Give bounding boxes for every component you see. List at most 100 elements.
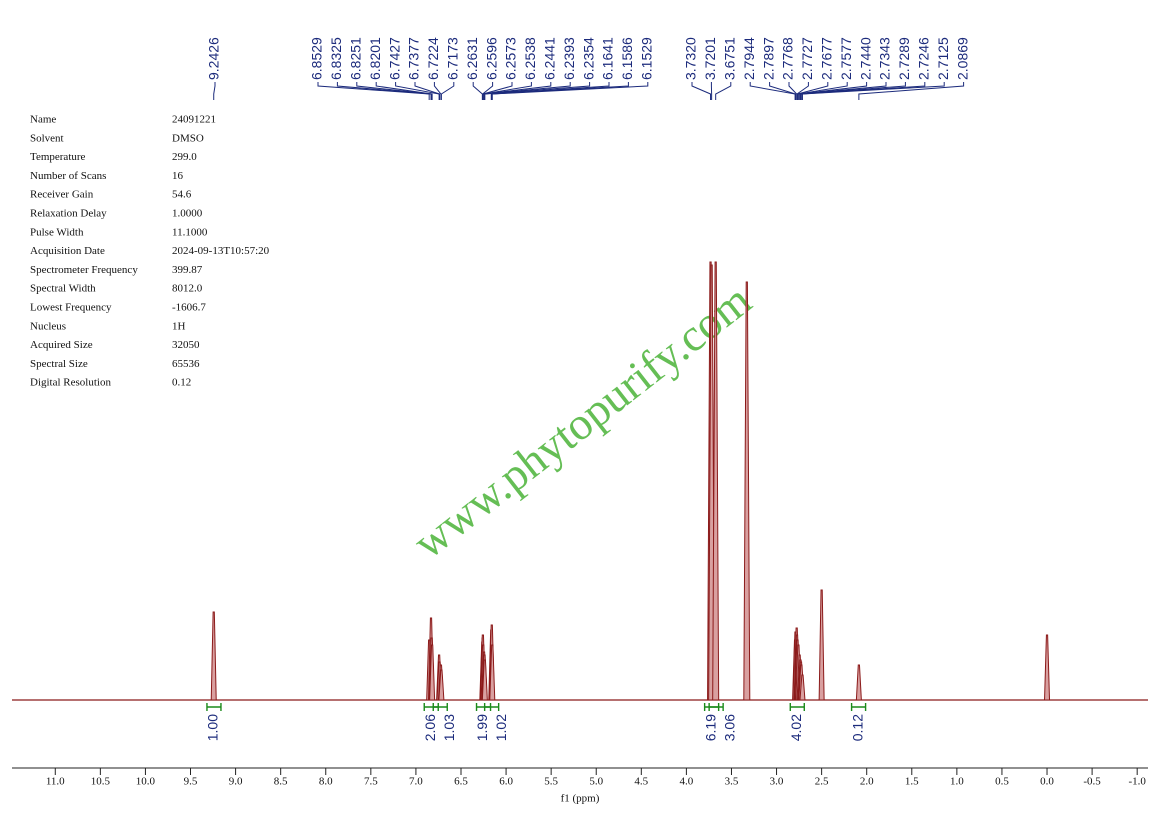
integral-bracket: [432, 703, 448, 711]
peak-leader: [336, 82, 432, 100]
x-tick-label: 6.0: [499, 776, 513, 788]
x-tick-label: 7.0: [409, 776, 423, 788]
peak-label: 3.7201: [702, 37, 718, 80]
integral-bracket: [789, 703, 805, 711]
param-value: 1H: [172, 320, 186, 332]
peak-label: 6.2538: [522, 37, 538, 80]
param-name: Acquired Size: [30, 339, 93, 351]
param-name: Temperature: [30, 151, 86, 163]
peak-label: 2.7944: [741, 37, 757, 80]
x-tick-label: 1.5: [905, 776, 919, 788]
param-value: 24091221: [172, 114, 216, 126]
peak-label: 6.2631: [464, 37, 480, 80]
peak-label: 6.7224: [425, 37, 441, 80]
peak-label: 6.2354: [580, 37, 596, 80]
peak: [799, 674, 806, 701]
peak: [489, 644, 496, 701]
x-tick-label: 11.0: [46, 776, 65, 788]
integral-bracket: [850, 703, 867, 711]
peak-leader: [769, 82, 797, 100]
peak-label: 2.7343: [877, 37, 893, 80]
integral-label: 1.00: [205, 714, 221, 741]
peak-leader: [800, 82, 926, 100]
peak-leader: [801, 82, 945, 100]
peak-leader: [799, 82, 868, 100]
peak-leader: [715, 82, 732, 100]
x-tick-label: 9.5: [184, 776, 198, 788]
x-tick-label: 5.0: [589, 776, 603, 788]
peak-leader: [491, 82, 649, 100]
peak-label: 2.7897: [760, 37, 776, 80]
peak-label: 6.1529: [639, 37, 655, 80]
peak: [743, 281, 751, 701]
param-name: Lowest Frequency: [30, 302, 112, 314]
integral-bracket: [708, 703, 724, 711]
peak: [438, 669, 445, 701]
param-name: Spectral Size: [30, 358, 88, 370]
x-axis-label: f1 (ppm): [561, 793, 600, 805]
peak-leader: [691, 82, 712, 100]
x-tick-label: 2.5: [815, 776, 829, 788]
param-name: Solvent: [30, 132, 64, 144]
peak: [712, 261, 720, 701]
integral-label: 6.19: [702, 714, 718, 741]
peak-label: 2.7125: [935, 37, 951, 80]
peak-label: 3.6751: [722, 37, 738, 80]
x-tick-label: 4.5: [634, 776, 648, 788]
peak-label: 3.7320: [683, 37, 699, 80]
param-value: 0.12: [172, 377, 191, 389]
peak-label: 6.8201: [367, 37, 383, 80]
peak-label: 6.2441: [542, 37, 558, 80]
peak-label: 6.2573: [503, 37, 519, 80]
peak: [1044, 634, 1051, 701]
peak: [818, 589, 825, 701]
peak-leader: [491, 82, 629, 100]
peak-label: 2.7727: [799, 37, 815, 80]
param-name: Spectral Width: [30, 283, 96, 295]
x-tick-label: 4.0: [680, 776, 694, 788]
x-tick-label: 8.0: [319, 776, 333, 788]
peak-label: 2.7246: [916, 37, 932, 80]
peak-leader: [213, 82, 216, 100]
peak-leader: [414, 82, 441, 100]
x-tick-label: 1.0: [950, 776, 964, 788]
peak-leader: [482, 82, 532, 100]
integral-bracket: [206, 703, 222, 711]
param-name: Spectrometer Frequency: [30, 264, 138, 276]
param-value: DMSO: [172, 132, 204, 144]
integral-label: 0.12: [849, 714, 865, 741]
peak: [855, 664, 862, 701]
peak-label: 6.1641: [600, 37, 616, 80]
param-name: Acquisition Date: [30, 245, 105, 257]
peak-leader: [484, 82, 591, 100]
x-tick-label: 7.5: [364, 776, 378, 788]
param-value: 2024-09-13T10:57:20: [172, 245, 270, 257]
integral-label: 2.06: [422, 714, 438, 741]
x-tick-label: 3.5: [725, 776, 739, 788]
param-name: Number of Scans: [30, 170, 106, 182]
x-tick-label: 10.0: [136, 776, 156, 788]
integral-label: 3.06: [721, 714, 737, 741]
param-name: Nucleus: [30, 320, 66, 332]
peak: [210, 611, 217, 701]
param-value: 32050: [172, 339, 200, 351]
param-value: 399.87: [172, 264, 203, 276]
param-name: Relaxation Delay: [30, 208, 107, 220]
peak-leader: [796, 82, 829, 100]
peak-leader: [858, 82, 965, 100]
peak-label: 6.7427: [386, 37, 402, 80]
param-value: 8012.0: [172, 283, 203, 295]
x-tick-label: 9.0: [229, 776, 243, 788]
x-tick-label: 0.5: [995, 776, 1009, 788]
peak-label: 2.7577: [838, 37, 854, 80]
peak-label: 6.8325: [328, 37, 344, 80]
param-value: 65536: [172, 358, 200, 370]
x-tick-label: 2.0: [860, 776, 874, 788]
param-value: 54.6: [172, 189, 192, 201]
peak-label: 2.7289: [896, 37, 912, 80]
param-name: Receiver Gain: [30, 189, 94, 201]
param-value: 11.1000: [172, 226, 208, 238]
x-tick-label: 10.5: [91, 776, 111, 788]
peak-label: 6.7173: [445, 37, 461, 80]
